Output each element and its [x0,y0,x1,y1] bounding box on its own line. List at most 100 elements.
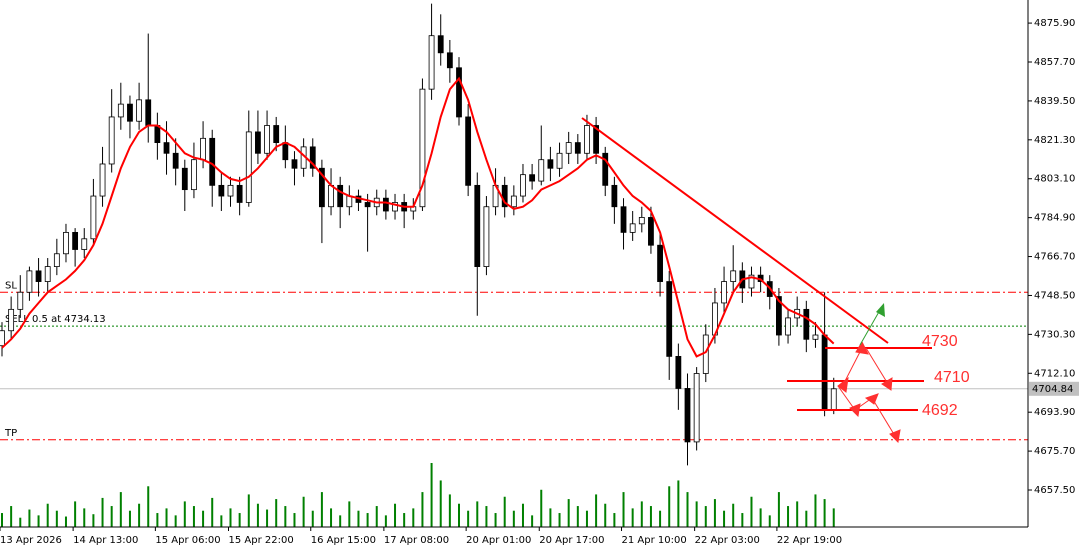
plot: SL SELL 0.5 at 4734.13 TP [0,3,1028,527]
y-tick-label: 4712.10 [1034,368,1075,379]
candle-body [456,67,462,118]
candle-body [611,184,618,208]
candle-body [35,270,42,282]
candle-body [273,125,280,144]
candle-body [574,142,581,154]
candle-body [145,99,152,126]
candle-body [620,206,627,233]
y-tick-label: 4803.10 [1034,174,1075,185]
arrows [837,340,901,444]
candle-body [547,159,554,169]
candle-body [520,174,526,197]
candle-body [657,244,663,282]
candle-body [328,184,334,208]
annotation: 4730 [922,333,958,350]
y-tick-label: 4821.30 [1034,135,1075,146]
candle-body [684,388,691,443]
candle-body [446,52,453,69]
x-tick-label: 22 Apr 03:00 [695,535,760,546]
candle-body [99,163,106,197]
y-tick-label: 4693.90 [1034,407,1075,418]
annotation: 4710 [934,369,970,386]
y-tick-label: 4766.70 [1034,252,1075,263]
y-tick-label: 4839.50 [1034,96,1075,107]
candle-body [830,388,837,411]
candle-body [584,125,590,154]
candle-body [218,184,225,197]
arrow [859,309,881,346]
candle-body [163,142,170,154]
candle-body [227,184,234,197]
candle-body [53,253,60,268]
y-tick-label: 4875.90 [1034,18,1075,29]
y-tick-label: 4857.70 [1034,57,1075,68]
trendline [581,117,889,344]
candle-body [638,217,645,225]
candle-body [730,270,737,282]
candle-body [346,195,353,208]
y-tick-label: 4784.90 [1034,213,1075,224]
candle-body [44,266,51,282]
x-tick-label: 20 Apr 17:00 [539,535,604,546]
x-tick-label: 13 Apr 2026 [0,535,62,546]
candle-body [337,184,344,208]
candle-body [364,202,371,208]
candle-body [675,355,682,389]
candle-body [748,274,755,289]
candle-body [127,103,133,122]
x-tick-label: 15 Apr 22:00 [229,535,294,546]
moving-average [1,76,835,358]
x-tick-label: 20 Apr 01:00 [466,535,531,546]
candle-body [538,159,545,182]
candle-body [200,137,206,161]
candle-body [785,317,791,336]
candle-body [90,195,97,240]
y-tick-label: 4675.70 [1034,446,1075,457]
candle-body [812,334,819,340]
candle-body [191,159,197,191]
candle-body [108,116,115,165]
x-tick-label: 15 Apr 06:00 [155,535,220,546]
candle-body [428,35,435,90]
arrow-head [876,303,885,317]
candle-body [255,131,261,154]
candle-body [309,146,316,169]
candle-body [437,35,444,54]
candle-body [318,167,325,208]
candle-body [465,116,472,186]
candle-body [282,142,289,161]
candle-body [510,195,517,208]
candle-body [474,184,481,268]
candle-body [117,103,124,118]
candle-body [648,217,654,246]
level-label: TP [4,428,17,439]
x-tick-label: 14 Apr 13:00 [73,535,138,546]
candle-body [154,125,161,144]
candle-body [382,197,389,212]
candle-body [245,131,252,203]
candle-body [629,223,636,233]
candle-body [291,159,298,169]
candle-body [693,373,700,443]
candle-body [8,308,15,332]
candle-body [81,238,88,250]
x-tick-label: 21 Apr 10:00 [622,535,687,546]
candle-body [26,270,33,293]
candle-body [821,334,828,411]
candle-body [209,137,216,186]
candle-body [181,167,188,191]
y-tick-label: 4748.50 [1034,290,1075,301]
candle-body [776,296,782,336]
y-tick-label: 4657.50 [1034,485,1075,496]
level-label: SELL 0.5 at 4734.13 [5,314,106,325]
candle-body [529,174,536,182]
x-tick-label: 17 Apr 08:00 [384,535,449,546]
candle-body [419,88,426,208]
drawings [581,117,932,444]
candle-body [702,334,709,374]
candle-body [721,281,727,304]
last-price-label: 4704.84 [1032,384,1073,395]
x-tick-label: 22 Apr 19:00 [777,535,842,546]
candle-body [602,152,609,186]
